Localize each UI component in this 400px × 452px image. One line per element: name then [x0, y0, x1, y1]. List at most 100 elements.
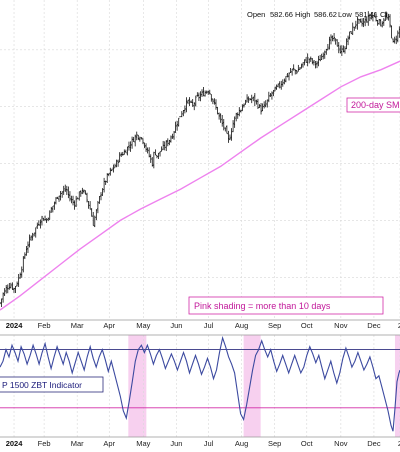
price-bar	[243, 103, 245, 108]
indicator-x-tick-label-3: Apr	[103, 439, 115, 448]
price-bar	[252, 96, 255, 102]
close-label: Cl	[380, 10, 387, 19]
price-bar	[13, 287, 15, 293]
price-bar	[207, 90, 210, 95]
indicator-x-tick-label-2: Mar	[71, 439, 84, 448]
price-bar	[110, 168, 113, 172]
price-bar	[368, 13, 371, 22]
price-bar	[134, 134, 137, 147]
price-bar	[187, 99, 189, 105]
price-bar	[131, 136, 133, 149]
price-bar	[225, 125, 228, 134]
price-bar	[216, 107, 219, 115]
price-bar	[14, 285, 17, 294]
open-value: 582.66	[270, 10, 293, 19]
price-x-tick-label-1: Feb	[38, 321, 51, 330]
price-bar	[51, 205, 54, 213]
price-panel-bg	[0, 0, 400, 320]
price-bar	[238, 107, 241, 117]
price-bar	[381, 21, 384, 28]
price-bar	[194, 95, 197, 107]
price-bar	[308, 58, 311, 64]
price-bar	[90, 208, 93, 217]
price-bar	[213, 98, 216, 105]
price-bar	[384, 11, 387, 22]
price-bar	[375, 13, 377, 22]
price-bar	[334, 38, 337, 45]
price-bar	[393, 36, 396, 44]
price-bar	[235, 112, 238, 122]
price-bar	[165, 140, 168, 152]
price-bar	[330, 34, 332, 45]
price-bar	[72, 195, 74, 206]
price-bar	[73, 200, 76, 210]
price-bar	[205, 90, 208, 94]
price-bar	[211, 98, 214, 105]
price-bar	[300, 63, 303, 69]
low-label: Low	[338, 10, 352, 19]
indicator-x-tick-label-6: Jul	[204, 439, 214, 448]
price-bar	[378, 19, 381, 25]
price-bar	[340, 45, 343, 56]
price-bar	[387, 13, 390, 21]
indicator-title-bg	[0, 376, 104, 393]
price-bar	[208, 89, 211, 95]
price-panel: Open 582.66 High 586.62 Low 581.41 Cl 20…	[0, 0, 400, 330]
price-bar	[386, 12, 388, 20]
price-bar	[336, 39, 339, 47]
price-bar	[323, 50, 326, 59]
price-bar	[258, 104, 261, 108]
price-bar	[124, 149, 127, 154]
price-bar	[281, 79, 284, 87]
indicator-x-tick-label-5: Jun	[170, 439, 182, 448]
price-bar	[396, 30, 399, 43]
price-bar	[184, 105, 186, 114]
price-bar	[361, 18, 363, 27]
indicator-shade-2	[394, 335, 400, 437]
price-bar	[309, 56, 312, 62]
price-bars-group	[0, 11, 400, 307]
price-bar	[135, 131, 138, 141]
price-bar	[306, 53, 309, 67]
price-x-tick-label-0: 2024	[6, 321, 24, 330]
price-bar	[176, 120, 179, 131]
price-bar	[168, 139, 171, 146]
price-bar	[376, 20, 379, 26]
low-value: 581.41	[355, 10, 378, 19]
price-bar	[326, 43, 329, 51]
price-bar	[39, 219, 42, 229]
price-bar	[328, 36, 331, 50]
price-bar	[365, 16, 368, 23]
price-bar	[201, 89, 203, 97]
price-bar	[53, 201, 56, 210]
price-bar	[191, 99, 194, 107]
price-bar	[55, 197, 57, 205]
price-bar	[190, 100, 193, 103]
indicator-x-tick-label-10: Nov	[334, 439, 348, 448]
price-bar	[81, 187, 84, 195]
price-bar	[36, 222, 39, 229]
price-bar	[294, 69, 297, 75]
price-bar	[227, 130, 230, 143]
price-bar	[373, 12, 376, 18]
price-bar	[159, 151, 161, 157]
price-bar	[22, 256, 25, 273]
indicator-x-tick-label-7: Aug	[235, 439, 248, 448]
price-bar	[289, 67, 292, 73]
price-bar	[170, 135, 172, 143]
sma-label: 200-day SM	[351, 100, 400, 110]
price-bar	[358, 18, 360, 24]
price-bar	[177, 117, 180, 127]
price-bar	[114, 163, 116, 168]
indicator-threshold-lines	[0, 349, 400, 409]
price-bar	[283, 78, 286, 85]
indicator-x-tick-label-12: 2	[398, 439, 400, 448]
price-x-tick-label-3: Apr	[103, 321, 115, 330]
price-bar	[351, 22, 354, 35]
price-bar	[89, 201, 92, 210]
price-bar	[188, 97, 191, 107]
indicator-shade-1	[243, 335, 261, 437]
price-bar	[145, 143, 147, 152]
price-bar	[37, 220, 40, 226]
price-bar	[2, 292, 5, 303]
